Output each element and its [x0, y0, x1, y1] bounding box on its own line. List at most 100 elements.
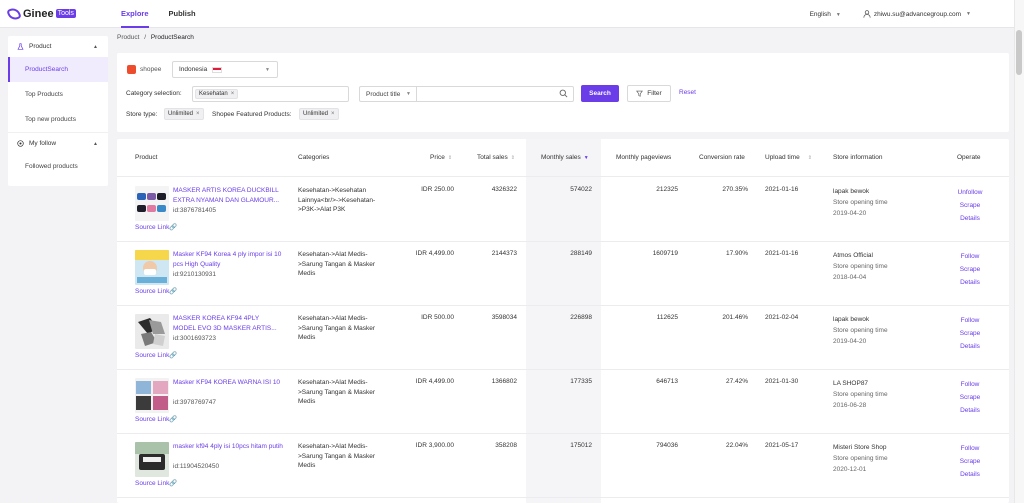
- th-price[interactable]: Price ⇕: [430, 154, 452, 161]
- follow-button[interactable]: Follow: [960, 381, 980, 388]
- product-category: Kesehatan->Alat Medis->Sarung Tangan & M…: [298, 443, 376, 469]
- app-logo[interactable]: Ginee Tools: [6, 5, 111, 22]
- top-right-controls: English ▼ zhiwu.su@advancegroup.com ▼: [810, 0, 971, 28]
- scrape-button[interactable]: Scrape: [959, 266, 981, 273]
- scrollbar-thumb[interactable]: [1016, 30, 1022, 75]
- product-name-link[interactable]: Masker KF94 Korea 4 ply impor isi 10 pcs…: [173, 251, 282, 268]
- th-total-sales[interactable]: Total sales ⇕: [477, 154, 515, 161]
- price: IDR 250.00: [421, 186, 454, 193]
- user-menu[interactable]: zhiwu.su@advancegroup.com ▼: [863, 10, 971, 18]
- product-image: [135, 442, 169, 470]
- close-icon[interactable]: ×: [331, 111, 335, 117]
- reset-link[interactable]: Reset: [679, 89, 696, 96]
- country-select[interactable]: Indonesia ▼: [172, 61, 278, 78]
- conversion-rate: 17.90%: [725, 250, 748, 257]
- source-link[interactable]: Source Link🔗: [135, 287, 177, 295]
- product-category: Kesehatan->Kesehatan Lainnya<br/>->Keseh…: [298, 187, 376, 213]
- product-name-link[interactable]: MASKER KOREA KF94 4PLY MODEL EVO 3D MASK…: [173, 315, 277, 332]
- price: IDR 500.00: [421, 314, 454, 321]
- product-id: id:3978769747: [173, 399, 217, 406]
- product-name-link[interactable]: MASKER ARTIS KOREA DUCKBILL EXTRA NYAMAN…: [173, 187, 280, 204]
- product-thumbnail[interactable]: [135, 378, 169, 413]
- follow-button[interactable]: Unfollow: [957, 189, 983, 196]
- follow-button[interactable]: Follow: [960, 317, 980, 324]
- category-tag: Kesehatan ×: [195, 89, 239, 99]
- language-label: English: [809, 10, 831, 18]
- sort-descending-icon: ▼: [583, 155, 589, 161]
- product-thumbnail[interactable]: [135, 186, 169, 221]
- scrape-button[interactable]: Scrape: [959, 330, 981, 337]
- search-input[interactable]: [417, 86, 574, 102]
- scrape-button[interactable]: Scrape: [959, 202, 981, 209]
- row-actions: Follow Scrape Details: [947, 442, 993, 481]
- sort-icon: ⇕: [510, 155, 515, 161]
- table-row: Masker KF94 Korea 4 ply impor isi 10 pcs…: [117, 242, 1009, 306]
- shopee-logo-icon: [127, 65, 136, 74]
- store-name: Misteri Store Shop: [833, 444, 887, 451]
- product-thumbnail[interactable]: [135, 250, 169, 285]
- product-id: id:11904520450: [173, 463, 220, 470]
- scrape-button[interactable]: Scrape: [959, 394, 981, 401]
- user-email: zhiwu.su@advancegroup.com: [873, 10, 962, 18]
- search-button[interactable]: Search: [581, 85, 619, 102]
- breadcrumb-root[interactable]: Product: [117, 34, 140, 41]
- follow-button[interactable]: Follow: [960, 253, 980, 260]
- nav-publish[interactable]: Publish: [168, 9, 196, 18]
- source-link-label: Source Link: [135, 416, 170, 423]
- product-image: [137, 193, 166, 212]
- source-link[interactable]: Source Link🔗: [135, 351, 177, 359]
- th-monthly-sales[interactable]: Monthly sales ▼: [541, 154, 589, 161]
- filter-button[interactable]: Filter: [627, 85, 671, 102]
- language-selector[interactable]: English ▼: [810, 11, 841, 18]
- sidebar-item-productsearch[interactable]: ProductSearch: [8, 57, 108, 82]
- product-name-link[interactable]: masker kf94 4ply isi 10pcs hitam putih: [173, 443, 283, 450]
- source-link[interactable]: Source Link🔗: [135, 479, 177, 487]
- chevron-up-icon: ▲: [93, 140, 98, 147]
- upload-time: 2021-01-30: [765, 378, 799, 385]
- product-category: Kesehatan->Alat Medis->Sarung Tangan & M…: [298, 315, 376, 341]
- total-sales: 1366802: [491, 378, 517, 385]
- store-name: lapak bewok: [833, 316, 870, 323]
- th-upload-time[interactable]: Upload time ⇕: [765, 154, 812, 161]
- store-info: lapak bewok Store opening time 2019-04-2…: [833, 186, 888, 219]
- details-button[interactable]: Details: [960, 343, 980, 350]
- follow-button[interactable]: Follow: [960, 445, 980, 452]
- store-info: Atmos Official Store opening time 2018-0…: [833, 250, 888, 283]
- product-thumbnail[interactable]: [135, 314, 169, 349]
- th-conversion-rate: Conversion rate: [699, 154, 745, 161]
- category-tag-label: Kesehatan: [199, 91, 228, 97]
- store-opening-date: 2020-12-01: [833, 466, 867, 473]
- details-button[interactable]: Details: [960, 279, 980, 286]
- scrape-button[interactable]: Scrape: [959, 458, 981, 465]
- search-field-select[interactable]: Product title ▼: [359, 86, 417, 102]
- source-link[interactable]: Source Link🔗: [135, 415, 177, 423]
- sidebar-group-label: Product: [29, 43, 52, 50]
- details-button[interactable]: Details: [960, 471, 980, 478]
- sidebar-item-top-new-products[interactable]: Top new products: [25, 116, 76, 123]
- close-icon[interactable]: ×: [230, 91, 235, 97]
- nav-explore[interactable]: Explore: [111, 0, 159, 28]
- category-selection-label: Category selection:: [126, 90, 182, 97]
- conversion-rate: 22.04%: [725, 442, 748, 449]
- breadcrumb-separator: /: [144, 34, 147, 41]
- details-button[interactable]: Details: [960, 215, 980, 222]
- product-image: [135, 250, 169, 283]
- monthly-sales: 175012: [570, 442, 592, 449]
- source-link[interactable]: Source Link🔗: [135, 223, 177, 231]
- sidebar-item-followed-products[interactable]: Followed products: [25, 163, 78, 170]
- sidebar-item-top-products[interactable]: Top Products: [25, 91, 63, 98]
- details-button[interactable]: Details: [960, 407, 980, 414]
- product-category: Kesehatan->Alat Medis->Sarung Tangan & M…: [298, 251, 376, 277]
- chevron-up-icon: ▲: [93, 43, 98, 50]
- page-scrollbar[interactable]: [1014, 0, 1024, 503]
- sidebar-group-my-follow[interactable]: My follow ▲: [8, 133, 108, 154]
- th-price-label: Price: [430, 154, 445, 161]
- product-name-link[interactable]: Masker KF94 KOREA WARNA ISI 10: [173, 379, 281, 386]
- sidebar-group-product[interactable]: Product ▲: [8, 36, 108, 57]
- close-icon[interactable]: ×: [196, 111, 200, 117]
- search-icon[interactable]: [559, 89, 568, 98]
- link-icon: 🔗: [169, 416, 178, 423]
- product-thumbnail[interactable]: [135, 442, 169, 477]
- category-select[interactable]: Kesehatan ×: [192, 86, 349, 102]
- total-sales: 3598034: [491, 314, 517, 321]
